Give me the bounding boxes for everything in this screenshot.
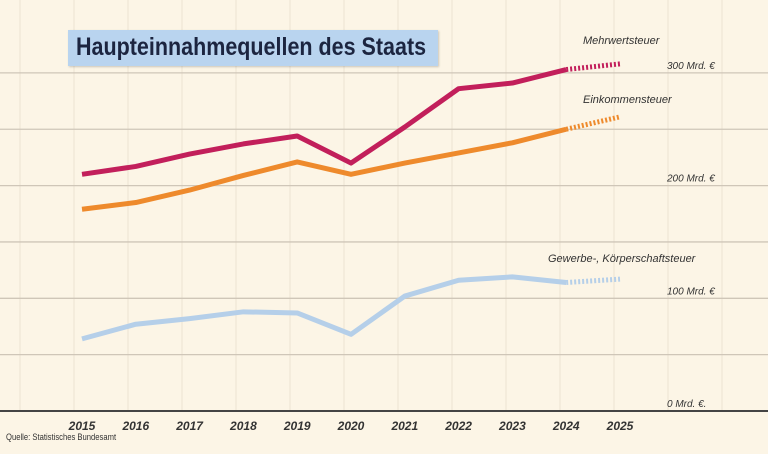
series-0: Mehrwertsteuer: [81, 35, 661, 177]
x-tick-label: 2015: [68, 419, 96, 433]
x-tick-label: 2018: [229, 419, 257, 433]
series-2: Gewerbe-, Körperschaftsteuer: [81, 253, 697, 342]
x-tick-label: 2023: [498, 419, 526, 433]
series-label: Mehrwertsteuer: [583, 35, 661, 47]
series-projection-line: [565, 114, 621, 132]
y-tick-label: 300 Mrd. €: [667, 61, 715, 72]
series-1: Einkommensteuer: [81, 94, 673, 212]
series-projection-line: [566, 276, 621, 286]
series-projection-line: [565, 61, 621, 73]
y-tick-label: 200 Mrd. €: [666, 174, 715, 185]
x-tick-label: 2021: [390, 419, 418, 433]
series-line: [81, 126, 567, 212]
x-tick-label: 2024: [552, 419, 580, 433]
x-tick-label: 2022: [444, 419, 472, 433]
title-box: Haupteinnahmequellen des Staats: [68, 30, 438, 66]
source-note: Quelle: Statistisches Bundesamt: [6, 432, 117, 442]
x-tick-label: 2025: [606, 419, 634, 433]
series-label: Einkommensteuer: [583, 94, 673, 106]
x-tick-label: 2016: [121, 419, 149, 433]
series-label: Gewerbe-, Körperschaftsteuer: [548, 253, 697, 265]
chart-title: Haupteinnahmequellen des Staats: [76, 33, 427, 61]
x-tick-label: 2020: [337, 419, 365, 433]
series-line: [81, 274, 567, 342]
x-tick-label: 2019: [283, 419, 311, 433]
x-tick-label: 2017: [175, 419, 204, 433]
y-tick-label: 100 Mrd. €: [667, 286, 715, 297]
series-line: [81, 67, 567, 177]
y-tick-label: 0 Mrd. €.: [667, 399, 706, 410]
